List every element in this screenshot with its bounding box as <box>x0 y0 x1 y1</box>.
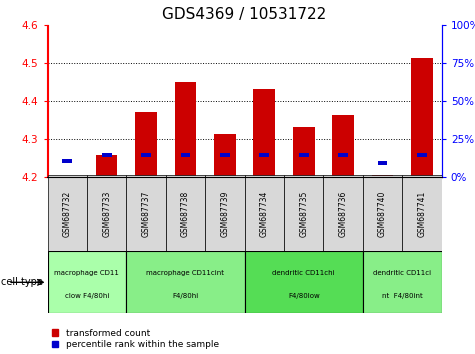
Bar <box>378 161 388 165</box>
FancyBboxPatch shape <box>245 251 363 313</box>
Bar <box>254 89 275 177</box>
Text: GSM687740: GSM687740 <box>378 191 387 238</box>
Text: GSM687733: GSM687733 <box>102 191 111 238</box>
FancyBboxPatch shape <box>245 175 284 253</box>
Bar <box>141 153 151 157</box>
FancyBboxPatch shape <box>48 175 87 253</box>
Bar <box>259 153 269 157</box>
Bar <box>411 58 433 177</box>
Text: GSM687738: GSM687738 <box>181 191 190 237</box>
Text: GSM687734: GSM687734 <box>260 191 269 238</box>
FancyBboxPatch shape <box>87 175 126 253</box>
Bar <box>96 155 117 177</box>
Bar <box>332 115 354 177</box>
Text: dendritic CD11ci: dendritic CD11ci <box>373 270 431 276</box>
Text: F4/80hi: F4/80hi <box>172 293 199 299</box>
Text: clow F4/80hi: clow F4/80hi <box>65 293 109 299</box>
Bar <box>102 153 112 157</box>
Text: dendritic CD11chi: dendritic CD11chi <box>273 270 335 276</box>
FancyBboxPatch shape <box>126 175 166 253</box>
Bar <box>372 175 393 177</box>
Bar <box>57 176 78 177</box>
Text: GSM687741: GSM687741 <box>418 191 427 237</box>
Text: cell type: cell type <box>1 277 43 287</box>
Bar <box>135 112 157 177</box>
Text: nt  F4/80int: nt F4/80int <box>382 293 423 299</box>
Text: GSM687732: GSM687732 <box>63 191 72 237</box>
Bar <box>175 82 196 177</box>
FancyBboxPatch shape <box>126 251 245 313</box>
FancyBboxPatch shape <box>166 175 205 253</box>
Text: macrophage CD11: macrophage CD11 <box>55 270 119 276</box>
Bar <box>293 127 314 177</box>
FancyBboxPatch shape <box>402 175 442 253</box>
Text: F4/80low: F4/80low <box>288 293 320 299</box>
FancyBboxPatch shape <box>48 251 126 313</box>
Bar <box>417 153 427 157</box>
Title: GDS4369 / 10531722: GDS4369 / 10531722 <box>162 7 327 22</box>
Bar <box>338 153 348 157</box>
Text: GSM687737: GSM687737 <box>142 191 151 238</box>
Text: GSM687739: GSM687739 <box>220 191 229 238</box>
Text: macrophage CD11cint: macrophage CD11cint <box>146 270 225 276</box>
FancyBboxPatch shape <box>363 175 402 253</box>
Bar <box>180 153 190 157</box>
Text: GSM687736: GSM687736 <box>339 191 348 238</box>
FancyBboxPatch shape <box>284 175 323 253</box>
Bar <box>220 153 230 157</box>
Text: GSM687735: GSM687735 <box>299 191 308 238</box>
Bar <box>299 153 309 157</box>
Bar <box>214 135 236 177</box>
Bar <box>62 159 72 163</box>
Legend: transformed count, percentile rank within the sample: transformed count, percentile rank withi… <box>52 329 219 349</box>
FancyBboxPatch shape <box>205 175 245 253</box>
FancyBboxPatch shape <box>323 175 363 253</box>
FancyBboxPatch shape <box>363 251 442 313</box>
